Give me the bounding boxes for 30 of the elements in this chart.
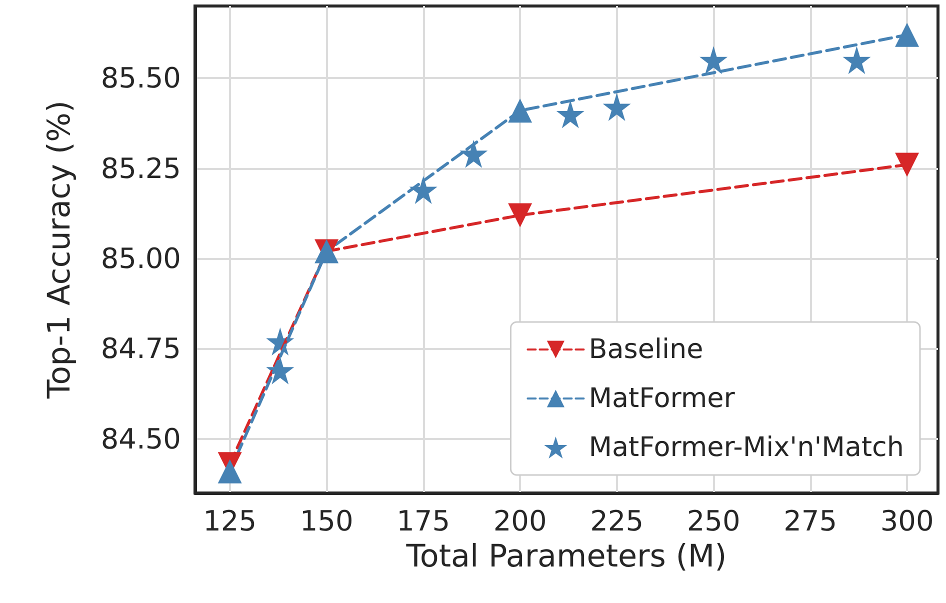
x-tick-label: 125 [203, 504, 257, 538]
point [700, 46, 728, 74]
x-tick-label: 175 [396, 504, 450, 538]
y-tick-label: 84.50 [100, 422, 181, 456]
x-tick-label: 250 [686, 504, 740, 538]
y-axis-title: Top-1 Accuracy (%) [42, 100, 78, 400]
x-tick-label: 275 [784, 504, 838, 538]
y-tick-label: 85.00 [100, 242, 181, 276]
point [460, 140, 488, 168]
x-tick-label: 225 [590, 504, 644, 538]
point [842, 46, 871, 74]
point [218, 459, 242, 484]
point [409, 176, 438, 204]
legend-label: MatFormer [588, 383, 736, 414]
point [556, 100, 584, 128]
x-tick-label: 150 [300, 504, 354, 538]
y-tick-label: 85.25 [100, 152, 181, 185]
point [602, 93, 631, 122]
point [895, 152, 920, 177]
point [508, 98, 532, 123]
point [895, 22, 920, 47]
x-tick-label: 300 [880, 504, 934, 538]
y-tick-label: 85.50 [100, 62, 181, 95]
x-axis-title: Total Parameters (M) [405, 538, 727, 574]
legend-label: Baseline [588, 334, 704, 365]
legend-label: MatFormer-Mix'n'Match [588, 432, 904, 463]
point [508, 203, 532, 228]
y-tick-label: 84.75 [100, 332, 181, 366]
point [266, 356, 294, 384]
x-tick-label: 200 [493, 504, 547, 538]
